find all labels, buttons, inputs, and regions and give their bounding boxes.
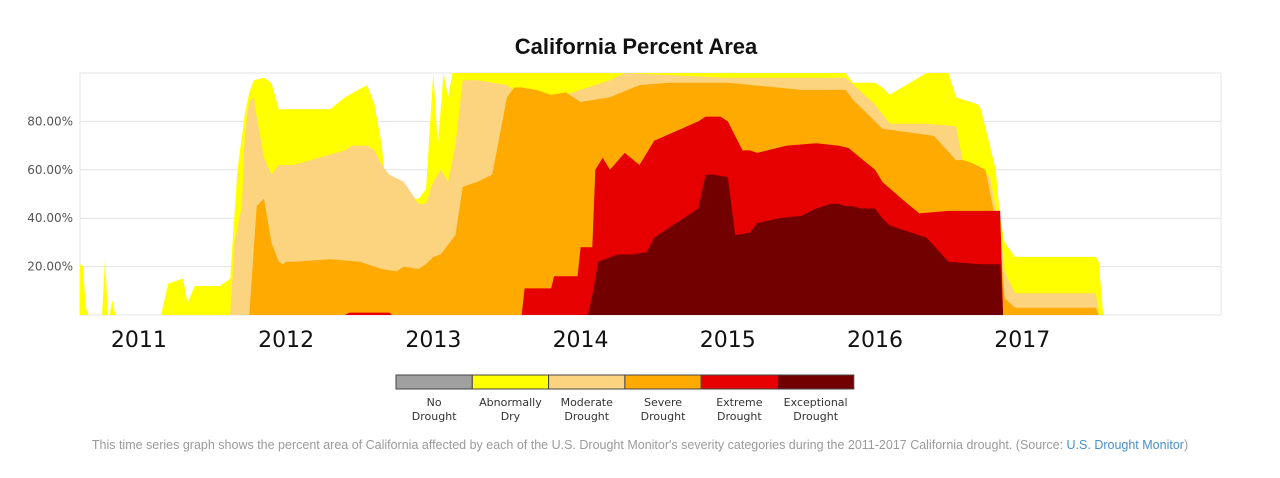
series-layer	[80, 73, 1221, 315]
legend-swatch-abnormally-dry	[471, 374, 550, 390]
legend-label-severe-drought: Drought	[641, 410, 686, 423]
legend-label-exceptional-drought: Drought	[793, 410, 838, 423]
legend: NoDroughtAbnormallyDryModerateDroughtSev…	[395, 374, 855, 423]
legend-swatch-no-drought	[395, 374, 473, 390]
x-tick-label: 2015	[700, 328, 756, 353]
x-tick-label: 2016	[847, 328, 903, 353]
legend-label-extreme-drought: Extreme	[716, 396, 763, 409]
caption-text: This time series graph shows the percent…	[91, 438, 1067, 452]
legend-label-exceptional-drought: Exceptional	[784, 396, 848, 409]
source-link[interactable]: U.S. Drought Monitor	[1066, 438, 1184, 452]
legend-swatch-exceptional-drought	[777, 374, 855, 390]
x-tick-label: 2013	[405, 328, 461, 353]
x-tick-label: 2017	[994, 328, 1050, 353]
series-exceptional-drought-area	[80, 174, 1221, 315]
x-tick-label: 2014	[553, 328, 609, 353]
legend-swatch-severe-drought	[624, 374, 702, 390]
legend-label-severe-drought: Severe	[644, 396, 682, 409]
figure-caption: This time series graph shows the percent…	[30, 437, 1250, 454]
legend-label-moderate-drought: Drought	[564, 410, 609, 423]
legend-label-no-drought: Drought	[412, 410, 457, 423]
y-tick-label: 60.00%	[27, 163, 73, 177]
y-axis: 20.00% 40.00% 60.00% 80.00%	[27, 114, 73, 273]
legend-swatch-moderate-drought	[548, 374, 626, 390]
legend-label-abnormally-dry: Dry	[501, 410, 521, 423]
caption-suffix: )	[1183, 438, 1189, 452]
x-tick-label: 2012	[258, 328, 314, 353]
y-tick-label: 20.00%	[27, 260, 73, 274]
legend-label-no-drought: No	[427, 396, 442, 409]
legend-label-moderate-drought: Moderate	[561, 396, 614, 409]
x-tick-label: 2011	[111, 328, 167, 353]
legend-label-abnormally-dry: Abnormally	[479, 396, 542, 409]
y-tick-label: 40.00%	[27, 211, 73, 225]
legend-label-extreme-drought: Drought	[717, 410, 762, 423]
y-tick-label: 80.00%	[27, 114, 73, 128]
chart-title: California Percent Area	[515, 34, 758, 59]
chart: California Percent Area 20.00% 40.00% 60.0…	[27, 34, 1222, 423]
legend-swatch-extreme-drought	[700, 374, 779, 390]
x-axis: 2011 2012 2013 2014 2015 2016 2017	[111, 328, 1050, 353]
